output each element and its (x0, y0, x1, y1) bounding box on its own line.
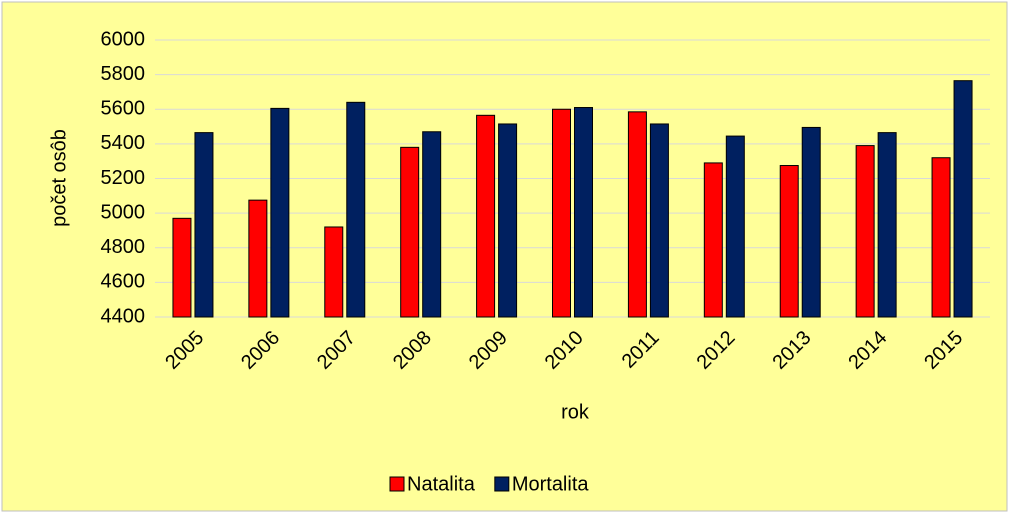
bar (953, 80, 973, 318)
x-axis-title: rok (561, 401, 590, 423)
bar (877, 132, 897, 318)
bar (498, 123, 518, 318)
bar (931, 157, 951, 318)
bar (703, 162, 723, 318)
bar (855, 145, 875, 318)
bar (422, 131, 442, 318)
legend-label: Mortalita (512, 473, 590, 495)
bar (801, 126, 821, 318)
y-tick-label: 5200 (101, 167, 146, 189)
y-tick-label: 5400 (101, 132, 146, 154)
bar (552, 108, 571, 318)
bar (172, 217, 192, 318)
bar (725, 135, 745, 318)
y-axis-title: počet osôb (48, 129, 70, 227)
y-tick-label: 5600 (101, 98, 146, 120)
bar (476, 114, 496, 318)
bar (248, 199, 268, 318)
bar (574, 107, 593, 318)
legend-swatch (494, 476, 510, 492)
y-tick-label: 4600 (101, 271, 146, 293)
bar (324, 226, 344, 318)
y-tick-label: 4400 (101, 305, 146, 327)
bar (779, 165, 799, 318)
bar (346, 101, 366, 318)
y-tick-label: 6000 (101, 28, 146, 50)
bar (400, 146, 420, 318)
bar (649, 123, 669, 318)
bar (270, 107, 290, 318)
y-tick-label: 4800 (101, 236, 146, 258)
bar (627, 111, 647, 318)
legend-label: Natalita (407, 473, 476, 495)
y-tick-label: 5000 (101, 201, 146, 223)
y-tick-label: 5800 (101, 63, 146, 85)
bar (194, 132, 214, 318)
legend-swatch (389, 476, 405, 492)
